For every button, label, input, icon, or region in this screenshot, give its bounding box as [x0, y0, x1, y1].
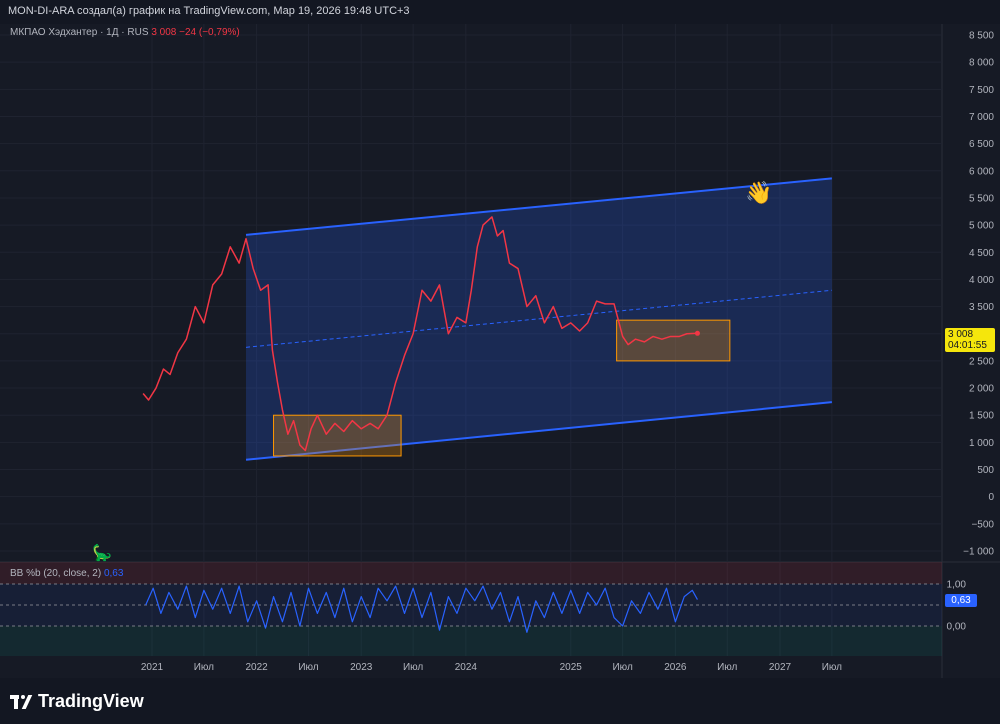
- indicator-legend[interactable]: BB %b (20, close, 2) 0,63: [10, 568, 123, 579]
- x-tick-label: Июл: [298, 662, 318, 673]
- zone-rectangle-2: [616, 319, 731, 362]
- channel-median-line: [245, 289, 832, 348]
- waving-hand-icon: 👋: [745, 180, 772, 206]
- y-tick-label: 8 500: [969, 31, 994, 42]
- zone-rectangle-1: [273, 414, 402, 457]
- x-tick-label: 2022: [245, 662, 268, 673]
- tradingview-logo[interactable]: TradingView: [10, 691, 144, 712]
- price-line: [142, 216, 698, 452]
- y-tick-label: 0: [988, 492, 994, 503]
- tradingview-logo-icon: [10, 694, 33, 709]
- indicator-plot-area: [0, 562, 942, 678]
- x-tick-label: 2023: [350, 662, 373, 673]
- x-tick-label: Июл: [403, 662, 423, 673]
- y-tick-label: 4 000: [969, 275, 994, 286]
- y-tick-label: 6 500: [969, 139, 994, 150]
- y-tick-label: 8 000: [969, 58, 994, 69]
- symbol-name: МКПАО Хэдхантер · 1Д · RUS: [10, 27, 149, 38]
- last-price: 3 008: [151, 27, 177, 38]
- y-tick-label: 5 500: [969, 193, 994, 204]
- y-tick-label: 6 000: [969, 166, 994, 177]
- y-tick-label: 3 500: [969, 302, 994, 313]
- indicator-tick-label: 0,00: [947, 622, 967, 633]
- y-tick-label: 500: [977, 465, 994, 476]
- channel-upper-line: [245, 177, 832, 236]
- symbol-legend[interactable]: МКПАО Хэдхантер · 1Д · RUS 3 008 −24 (−0…: [10, 27, 240, 38]
- price-tag: 3 008 04:01:55: [945, 328, 995, 352]
- x-tick-label: 2026: [664, 662, 687, 673]
- header-text: MON-DI-ARA создал(а) график на TradingVi…: [8, 5, 410, 17]
- indicator-tag: 0,63: [945, 594, 977, 607]
- x-tick-label: Июл: [194, 662, 214, 673]
- y-tick-label: 4 500: [969, 248, 994, 259]
- y-tick-label: 1 500: [969, 411, 994, 422]
- channel-lower-line: [245, 401, 832, 461]
- x-tick-label: Июл: [822, 662, 842, 673]
- indicator-oversold-fill: [0, 626, 942, 656]
- x-tick-label: 2027: [769, 662, 792, 673]
- y-tick-label: 1 000: [969, 438, 994, 449]
- x-tick-label: Июл: [717, 662, 737, 673]
- y-tick-label: 5 000: [969, 221, 994, 232]
- indicator-line: [145, 585, 698, 633]
- y-tick-label: 7 500: [969, 85, 994, 96]
- indicator-overbought-fill: [0, 562, 942, 584]
- last-price-dot: [694, 330, 700, 336]
- y-tick-label: −500: [971, 519, 994, 530]
- x-tick-label: Июл: [612, 662, 632, 673]
- x-tick-label: 2024: [455, 662, 478, 673]
- price-change: −24 (−0,79%): [179, 27, 240, 38]
- brand-name: TradingView: [38, 691, 144, 711]
- price-tag-value: 3 008: [948, 329, 974, 340]
- y-tick-label: 7 000: [969, 112, 994, 123]
- indicator-value: 0,63: [103, 568, 124, 579]
- header-bar: MON-DI-ARA создал(а) график на TradingVi…: [0, 0, 1000, 24]
- y-tick-label: 2 000: [969, 384, 994, 395]
- x-tick-label: 2021: [141, 662, 164, 673]
- indicator-tick-label: 1,00: [947, 580, 967, 591]
- x-tick-label: 2025: [560, 662, 583, 673]
- dinosaur-icon: 🦕: [92, 543, 112, 562]
- y-tick-label: −1 000: [963, 547, 994, 558]
- price-tag-timer: 04:01:55: [948, 340, 987, 351]
- footer-bar: TradingView: [0, 678, 1000, 724]
- y-tick-label: 2 500: [969, 356, 994, 367]
- indicator-label: BB %b (20, close, 2): [10, 568, 102, 579]
